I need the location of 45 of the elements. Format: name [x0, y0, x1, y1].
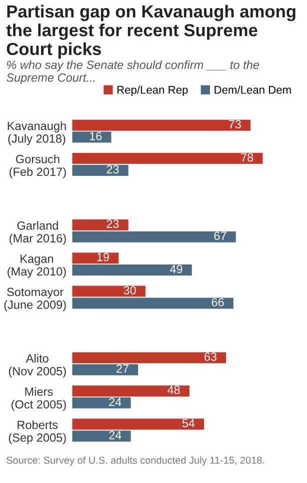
data-label: 30 — [124, 286, 136, 294]
bar — [72, 219, 128, 230]
data-label: 48 — [167, 386, 180, 394]
bar — [72, 397, 131, 408]
y-tick-label: Miers (Oct 2005) — [12, 387, 66, 411]
bar — [72, 231, 236, 242]
y-tick-label: Roberts (Sep 2005) — [8, 420, 66, 444]
data-label: 24 — [109, 398, 122, 406]
bar — [72, 298, 234, 309]
bar — [72, 385, 190, 396]
data-label: 24 — [109, 430, 122, 440]
data-label: 23 — [106, 165, 119, 174]
bar — [72, 120, 251, 131]
bar — [72, 430, 131, 442]
y-tick-label: Gorsuch (Feb 2017) — [10, 154, 66, 178]
data-label: 63 — [204, 352, 216, 361]
data-label: 49 — [170, 264, 182, 274]
data-label: 78 — [241, 153, 254, 162]
bar — [72, 132, 112, 143]
y-tick-label: Alito (Nov 2005) — [8, 354, 66, 378]
bar — [72, 264, 192, 276]
data-label: 66 — [212, 298, 224, 306]
legend-label: Dem/Lean Dem — [214, 86, 291, 94]
chart-subtitle: % who say the Senate should confirm ___ to the Supreme Court... — [6, 60, 260, 84]
bar — [72, 364, 138, 376]
legend-label: Rep/Lean Rep — [117, 86, 188, 96]
data-label: 23 — [106, 220, 119, 228]
y-tick-label: Garland (Mar 2016) — [10, 221, 66, 245]
data-label: 16 — [90, 132, 102, 140]
y-tick-label: Kagan (May 2010) — [8, 254, 66, 278]
y-tick-label: Kavanaugh (July 2018) — [8, 121, 66, 146]
data-label: 73 — [228, 120, 241, 128]
data-label: 54 — [182, 419, 195, 428]
data-label: 67 — [214, 232, 226, 240]
bar — [72, 252, 119, 264]
bar — [72, 286, 146, 297]
bar — [72, 164, 128, 176]
data-label: 19 — [97, 252, 109, 262]
bar — [72, 418, 204, 430]
source-note: Source: Survey of U.S. adults conducted July 11-15, 2018. — [6, 456, 264, 466]
data-label: 27 — [116, 364, 128, 373]
bar — [72, 152, 263, 164]
chart-title: Partisan gap on Kavanaugh among the largest for recent Supreme Court picks — [6, 4, 296, 59]
y-tick-label: Sotomayor (June 2009) — [4, 288, 66, 312]
bar — [72, 352, 226, 364]
